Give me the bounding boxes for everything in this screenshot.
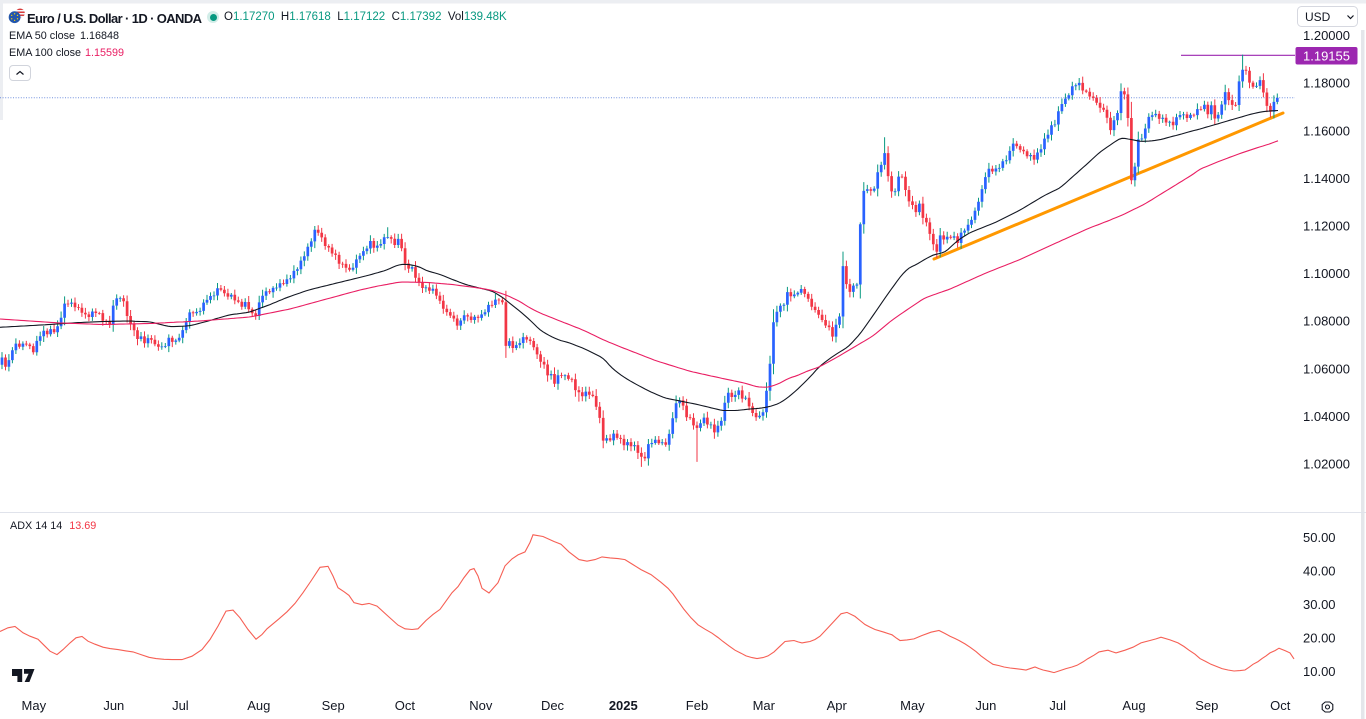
svg-text:1.19155: 1.19155 [1303,49,1350,64]
svg-text:Sep: Sep [322,698,345,713]
svg-text:USD: USD [1305,10,1331,24]
svg-text:Oct: Oct [395,698,416,713]
svg-text:Aug: Aug [247,698,270,713]
svg-text:1.10000: 1.10000 [1303,266,1350,281]
svg-text:1.16000: 1.16000 [1303,123,1350,138]
svg-text:20.00: 20.00 [1303,630,1336,645]
svg-text:40.00: 40.00 [1303,563,1336,578]
svg-text:1.14000: 1.14000 [1303,171,1350,186]
svg-text:Sep: Sep [1195,698,1218,713]
svg-text:May: May [22,698,47,713]
svg-text:May: May [900,698,925,713]
svg-text:1.20000: 1.20000 [1303,28,1350,43]
svg-text:1.08000: 1.08000 [1303,314,1350,329]
svg-text:2025: 2025 [609,698,638,713]
svg-text:30.00: 30.00 [1303,597,1336,612]
svg-text:Feb: Feb [686,698,708,713]
svg-text:1.12000: 1.12000 [1303,219,1350,234]
svg-text:1.06000: 1.06000 [1303,361,1350,376]
svg-text:Jun: Jun [975,698,996,713]
svg-text:Jul: Jul [172,698,189,713]
svg-text:Aug: Aug [1122,698,1145,713]
svg-text:Mar: Mar [753,698,776,713]
svg-text:1.04000: 1.04000 [1303,409,1350,424]
svg-text:Apr: Apr [827,698,848,713]
svg-text:Jun: Jun [103,698,124,713]
svg-text:50.00: 50.00 [1303,530,1336,545]
svg-text:1.18000: 1.18000 [1303,76,1350,91]
svg-text:Nov: Nov [469,698,493,713]
svg-text:Jul: Jul [1049,698,1066,713]
svg-text:Oct: Oct [1270,698,1291,713]
svg-text:Dec: Dec [541,698,565,713]
svg-text:10.00: 10.00 [1303,664,1336,679]
svg-text:1.02000: 1.02000 [1303,457,1350,472]
